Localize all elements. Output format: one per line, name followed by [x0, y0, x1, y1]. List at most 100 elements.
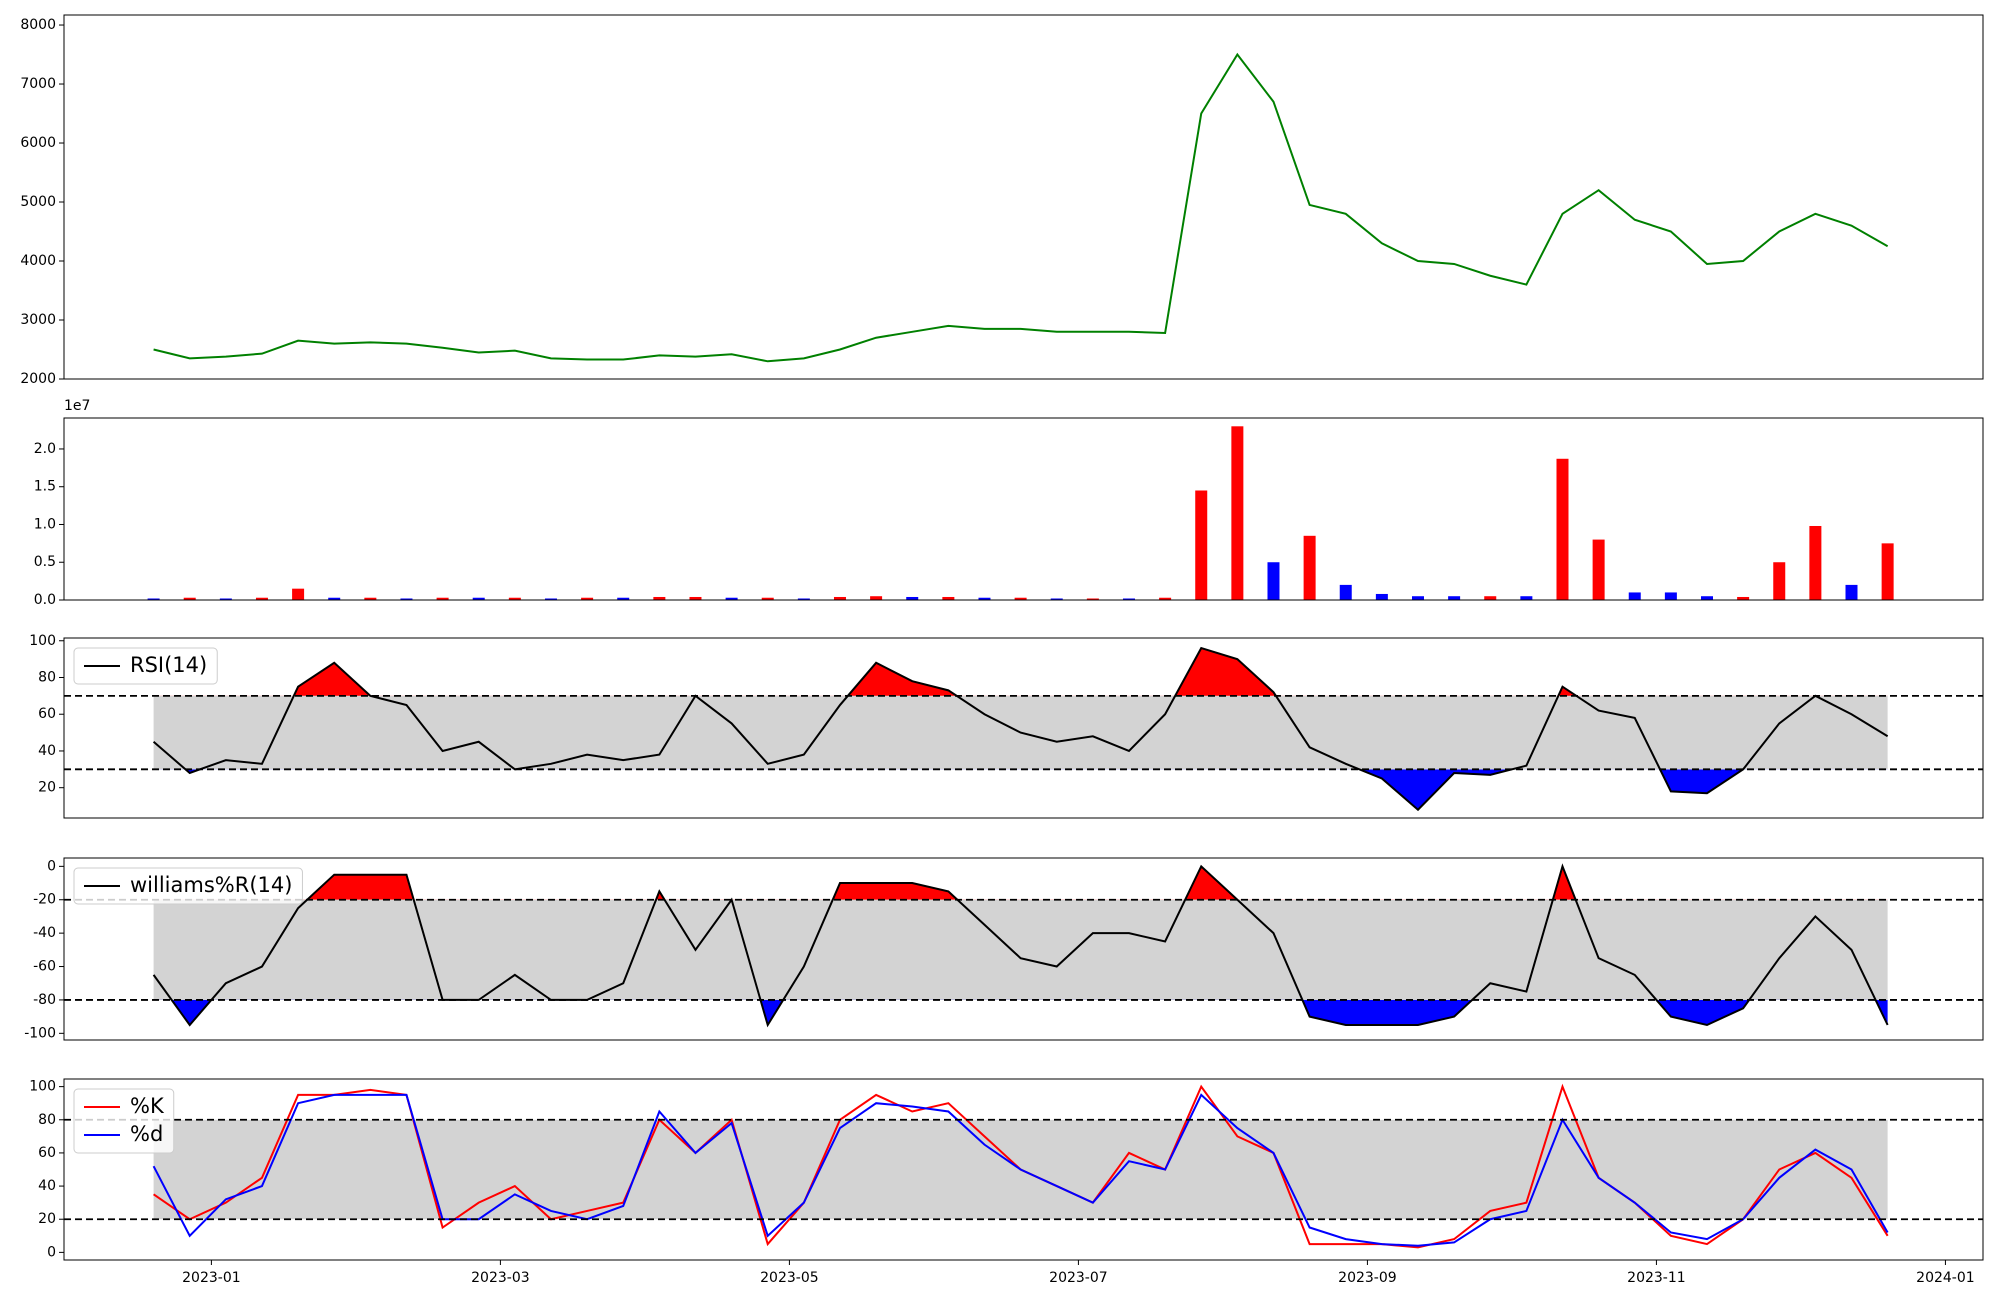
- volume-bar: [725, 597, 738, 600]
- y-tick-label: -40: [33, 925, 56, 941]
- x-tick-label: 2023-03: [471, 1270, 530, 1286]
- y-tick-label: 40: [38, 1178, 56, 1194]
- y-tick-label: 100: [29, 1079, 56, 1095]
- volume-bar: [1737, 596, 1750, 600]
- axes-frame: [63, 857, 1984, 1041]
- volume-bar: [183, 597, 196, 600]
- volume-bar: [581, 597, 594, 600]
- legend-label: williams%R(14): [130, 873, 292, 897]
- volume-bar: [870, 596, 883, 600]
- volume-bar: [833, 596, 846, 600]
- volume-bar: [1556, 458, 1569, 600]
- volume-bar: [1267, 562, 1280, 600]
- volume-bar: [978, 597, 991, 600]
- y-tick-label: 80: [38, 669, 56, 685]
- volume-bar: [1375, 593, 1388, 600]
- legend-box: [73, 647, 218, 685]
- volume-bar: [1231, 426, 1244, 600]
- y-tick-label: 100: [29, 633, 56, 649]
- neutral-band: [153, 899, 1888, 1000]
- volume-bar: [797, 598, 810, 600]
- series-line: [152, 646, 1889, 812]
- y-tick-label: 40: [38, 743, 56, 759]
- volume-bar: [1520, 596, 1533, 600]
- y-tick-label: 7000: [20, 76, 56, 92]
- volume-bar: [1809, 525, 1822, 600]
- volume-bar: [906, 596, 919, 600]
- volume-bar: [292, 588, 305, 600]
- y-tick-label: 1.0: [34, 516, 56, 532]
- volume-bar: [1014, 597, 1027, 600]
- axes-frame: [63, 637, 1984, 819]
- y-tick-label: -20: [33, 892, 56, 908]
- y-tick-label: -60: [33, 959, 56, 975]
- y-tick-label: 0: [47, 858, 56, 874]
- volume-bar: [472, 597, 485, 600]
- y-tick-label: 80: [38, 1112, 56, 1128]
- volume-bar: [653, 596, 666, 600]
- x-tick-label: 2023-01: [182, 1270, 241, 1286]
- volume-bar: [1122, 598, 1135, 600]
- volume-bar: [942, 596, 955, 600]
- legend-box: [73, 1088, 175, 1154]
- volume-bar: [1881, 543, 1894, 600]
- volume-bar: [255, 597, 268, 600]
- axes-frame: [63, 1078, 1984, 1261]
- volume-bar: [1411, 596, 1424, 600]
- volume-bar: [1050, 598, 1063, 600]
- axes-frame: [63, 417, 1984, 601]
- series-line: [153, 52, 1889, 363]
- y-tick-label: 20: [38, 1211, 56, 1227]
- volume-bar: [1159, 597, 1172, 600]
- volume-bar: [1195, 490, 1208, 600]
- oversold-fill: [153, 769, 1888, 810]
- volume-bar: [1303, 535, 1316, 600]
- offset-text: 1e7: [64, 398, 90, 414]
- legend: williams%R(14): [73, 867, 303, 905]
- plot-area: [153, 52, 1889, 363]
- y-tick-label: 2000: [20, 371, 56, 387]
- legend: %K %d: [73, 1088, 175, 1154]
- volume-bar: [1664, 592, 1677, 600]
- plot-area: [147, 426, 1894, 600]
- legend-label: RSI(14): [130, 653, 207, 677]
- y-tick-label: 0: [47, 1244, 56, 1260]
- y-tick-label: 8000: [20, 17, 56, 33]
- x-tick-label: 2023-09: [1338, 1270, 1397, 1286]
- volume-bar: [508, 597, 521, 600]
- plot-area: [152, 1083, 1889, 1249]
- x-tick-label: 2023-11: [1627, 1270, 1686, 1286]
- volume-bar: [1628, 592, 1641, 600]
- y-tick-label: 20: [38, 780, 56, 796]
- plot-area: [152, 646, 1889, 812]
- legend-label: %K: [130, 1094, 165, 1118]
- y-tick-label: 1.5: [34, 479, 56, 495]
- volume-bar: [147, 598, 160, 600]
- volume-bar: [219, 598, 232, 600]
- plot-area: [152, 863, 1889, 1028]
- volume-bar: [761, 597, 774, 600]
- volume-bar: [1773, 562, 1786, 600]
- overbought-fill: [153, 866, 1888, 900]
- volume-bar: [1592, 539, 1605, 600]
- volume-bar: [436, 597, 449, 600]
- volume-bar: [400, 598, 413, 600]
- y-tick-label: 2.0: [34, 441, 56, 457]
- y-tick-label: 3000: [20, 312, 56, 328]
- overbought-fill: [153, 648, 1888, 696]
- y-tick-label: 0.0: [34, 592, 56, 608]
- y-tick-label: 4000: [20, 253, 56, 269]
- x-tick-label: 2023-05: [760, 1270, 819, 1286]
- legend-box: [73, 867, 303, 905]
- volume-bar: [1086, 598, 1099, 600]
- oversold-fill: [153, 999, 1888, 1025]
- x-tick-label: 2023-07: [1049, 1270, 1108, 1286]
- legend-label: %d: [130, 1122, 163, 1146]
- volume-bar: [544, 598, 557, 600]
- volume-bar: [1339, 584, 1352, 600]
- y-tick-label: -80: [33, 992, 56, 1008]
- y-tick-label: 5000: [20, 194, 56, 210]
- volume-bar: [1700, 596, 1713, 600]
- x-tick-label: 2024-01: [1916, 1270, 1975, 1286]
